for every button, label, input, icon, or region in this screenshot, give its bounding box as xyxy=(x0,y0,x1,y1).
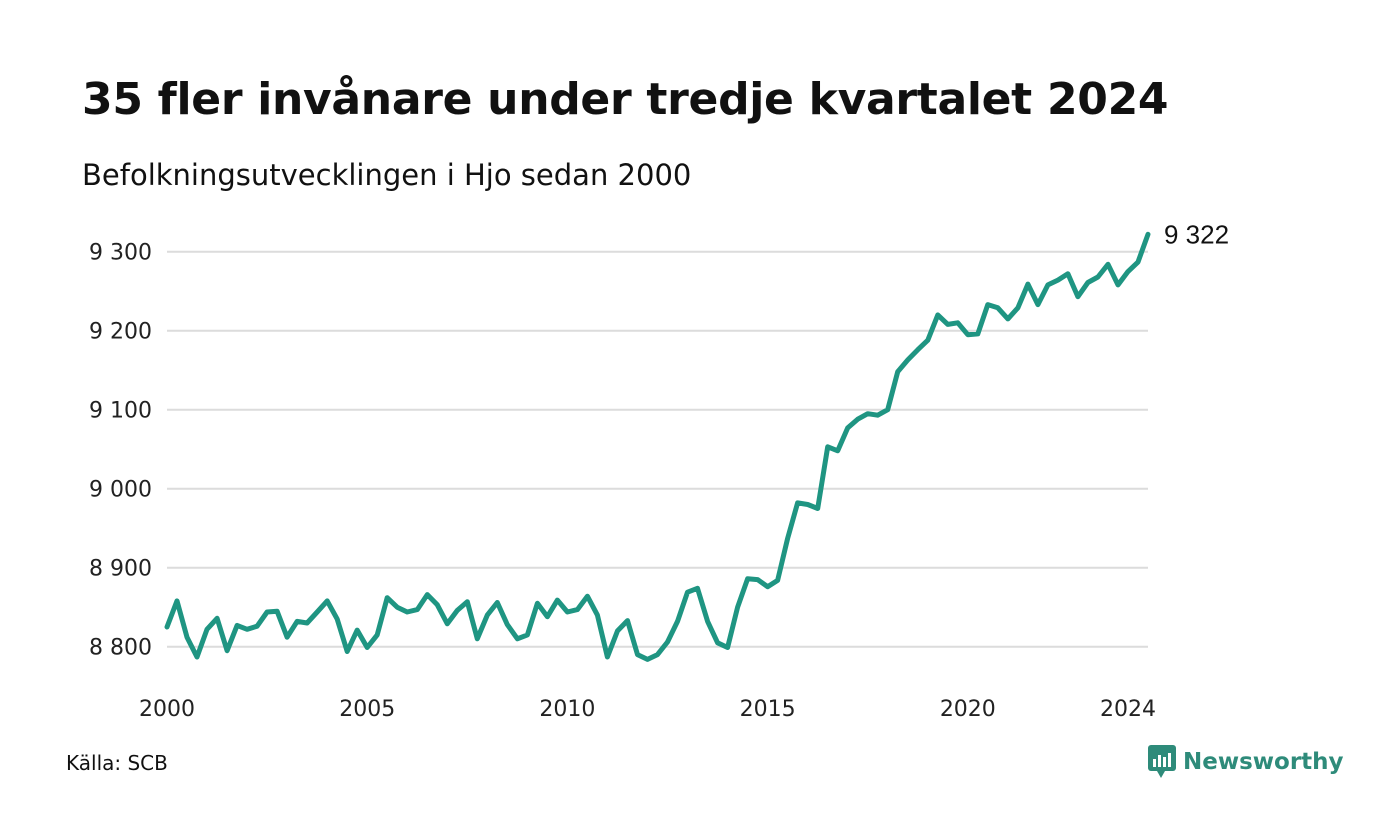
y-axis-tick-labels: 8 800 8 900 9 000 9 100 9 200 9 300 xyxy=(89,241,152,661)
y-tick-label: 9 100 xyxy=(89,399,152,424)
x-tick-label: 2005 xyxy=(339,697,395,722)
x-tick-label: 2010 xyxy=(539,697,595,722)
chart-title: 35 fler invånare under tredje kvartalet … xyxy=(82,74,1169,125)
x-tick-label: 2024 xyxy=(1100,697,1156,722)
y-tick-label: 9 200 xyxy=(89,320,152,345)
x-tick-label: 2020 xyxy=(940,697,996,722)
x-tick-label: 2015 xyxy=(740,697,796,722)
y-tick-label: 8 900 xyxy=(89,557,152,582)
x-axis-tick-labels: 2000 2005 2010 2015 2020 2024 xyxy=(139,697,1156,722)
brand-logo: Newsworthy xyxy=(1147,744,1344,780)
x-tick-label: 2000 xyxy=(139,697,195,722)
series-layer xyxy=(164,231,1151,662)
chart-subtitle: Befolkningsutvecklingen i Hjo sedan 2000 xyxy=(82,158,692,192)
brand-name: Newsworthy xyxy=(1183,749,1344,775)
data-labels: 9 322 xyxy=(1164,219,1229,249)
grid-lines xyxy=(167,250,1148,648)
y-tick-label: 9 300 xyxy=(89,241,152,266)
end-value-label: 9 322 xyxy=(1164,219,1229,249)
newsworthy-logo-icon xyxy=(1148,745,1176,778)
source-note: Källa: SCB xyxy=(66,751,168,775)
y-tick-label: 9 000 xyxy=(89,478,152,503)
series-line xyxy=(164,231,1151,662)
y-tick-label: 8 800 xyxy=(89,636,152,661)
